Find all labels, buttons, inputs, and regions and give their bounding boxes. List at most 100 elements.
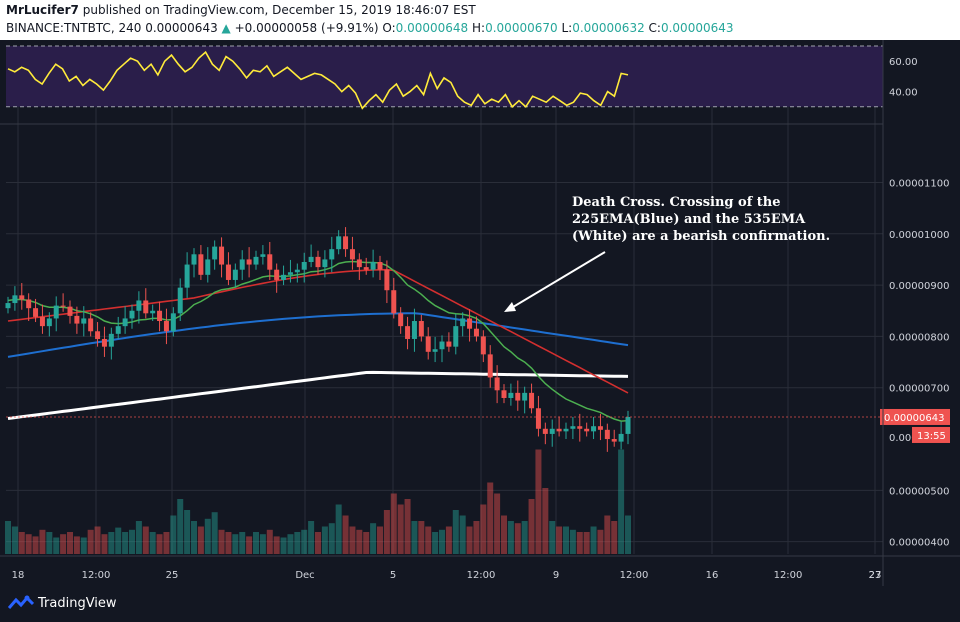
volume-bar xyxy=(211,512,218,554)
volume-bar xyxy=(218,529,225,554)
symbol-label[interactable]: BINANCE:TNTBTC, 240 xyxy=(6,21,142,35)
candle-body xyxy=(212,246,218,260)
current-price-tag xyxy=(880,408,950,425)
volume-bar xyxy=(246,536,253,554)
volume-bar xyxy=(452,510,459,554)
volume-bar xyxy=(11,526,18,554)
volume-bar xyxy=(583,532,590,554)
published-text: published on TradingView.com, December 1… xyxy=(82,3,476,17)
candle-body xyxy=(115,326,121,334)
candle-body xyxy=(322,259,328,268)
volume-bar xyxy=(397,504,404,554)
candle-body xyxy=(26,299,32,309)
candle-body xyxy=(356,259,362,268)
volume-bar xyxy=(514,523,521,554)
candle-body xyxy=(604,429,610,440)
candle-body xyxy=(150,310,156,314)
volume-bar xyxy=(473,521,480,554)
candle-body xyxy=(529,392,535,409)
candle-body xyxy=(508,392,514,398)
volume-bar xyxy=(315,532,321,554)
time-axis-label: 12:00 xyxy=(774,570,803,581)
candle-body xyxy=(363,267,369,270)
volume-bar xyxy=(46,532,53,554)
candle-body xyxy=(53,305,59,319)
candle-body xyxy=(570,426,576,429)
volume-bar xyxy=(80,537,87,554)
volume-bar xyxy=(618,449,625,554)
candle-body xyxy=(542,428,548,434)
volume-bar xyxy=(432,532,439,554)
rsi-line xyxy=(7,50,629,110)
volume-bar xyxy=(87,529,94,554)
author-name[interactable]: MrLucifer7 xyxy=(6,3,79,17)
candle-body xyxy=(535,408,541,429)
brand-label: TradingView xyxy=(38,595,117,611)
candle-body xyxy=(384,269,390,291)
volume-bar xyxy=(528,499,535,554)
candle-body xyxy=(611,439,617,442)
rsi-band xyxy=(6,46,883,107)
candle-body xyxy=(391,290,397,314)
candle-body xyxy=(246,259,252,265)
volume-bar xyxy=(273,536,280,554)
volume-bar xyxy=(32,536,39,554)
volume-bar xyxy=(60,534,67,554)
volume-bar xyxy=(266,529,273,554)
candle-body xyxy=(591,426,597,432)
candle-body xyxy=(453,326,459,347)
time-axis-label: 12:00 xyxy=(620,570,649,581)
volume-bar xyxy=(239,532,246,554)
countdown-label: 13:55 xyxy=(917,431,946,442)
volume-bar xyxy=(604,515,611,554)
publish-info: MrLucifer7 published on TradingView.com,… xyxy=(6,3,476,17)
volume-bar xyxy=(439,529,445,554)
annotation-text-line: Death Cross. Crossing of the xyxy=(572,195,781,210)
candle-body xyxy=(81,318,87,324)
candle-body xyxy=(5,303,11,309)
volume-bar xyxy=(94,526,101,554)
candle-body xyxy=(239,259,245,270)
candle-body xyxy=(556,428,562,432)
candle-body xyxy=(74,315,80,324)
volume-bar xyxy=(390,493,397,554)
candle-body xyxy=(418,321,424,337)
annotation-text-line: (White) are a bearish confirmation. xyxy=(572,229,830,244)
candle-body xyxy=(39,316,45,327)
volume-bar xyxy=(156,534,163,554)
volume-bar xyxy=(569,529,576,554)
volume-bar xyxy=(466,526,473,554)
candle-body xyxy=(260,254,266,257)
candle-body xyxy=(205,259,211,275)
candle-body xyxy=(370,261,376,270)
open-label: O: xyxy=(382,21,396,35)
candle-body xyxy=(19,295,25,300)
time-axis-label: 9 xyxy=(553,570,559,581)
candle-body xyxy=(480,336,486,355)
high-label: H: xyxy=(472,21,486,35)
time-axis-label: Dec xyxy=(295,570,314,581)
symbol-info: BINANCE:TNTBTC, 240 0.00000643 ▲ +0.0000… xyxy=(6,21,734,35)
candle-body xyxy=(584,428,590,432)
open-value: 0.00000648 xyxy=(395,21,469,35)
time-axis-label: 5 xyxy=(390,570,396,581)
candle-body xyxy=(184,264,190,288)
tradingview-brand[interactable]: TradingView xyxy=(8,595,117,611)
candle-body xyxy=(411,321,417,339)
rsi-axis-label: 60.00 xyxy=(889,57,918,68)
tradingview-logo-icon xyxy=(8,595,34,609)
time-axis-label: 16 xyxy=(706,570,719,581)
volume-bar xyxy=(549,521,556,554)
chart-area[interactable]: 60.00 40.00 0.00001100 0.00001000 0.00000900… xyxy=(0,40,960,586)
volume-bar xyxy=(597,529,604,554)
volume-bar xyxy=(308,521,315,554)
candle-body xyxy=(349,249,355,260)
volume-bar xyxy=(363,532,370,554)
volume-bar xyxy=(5,521,11,554)
candle-body xyxy=(577,426,583,429)
volume-bar xyxy=(225,532,232,554)
candle-body xyxy=(177,287,183,314)
volume-bar xyxy=(501,515,507,554)
candle-body xyxy=(12,295,18,304)
candle-body xyxy=(425,336,431,352)
